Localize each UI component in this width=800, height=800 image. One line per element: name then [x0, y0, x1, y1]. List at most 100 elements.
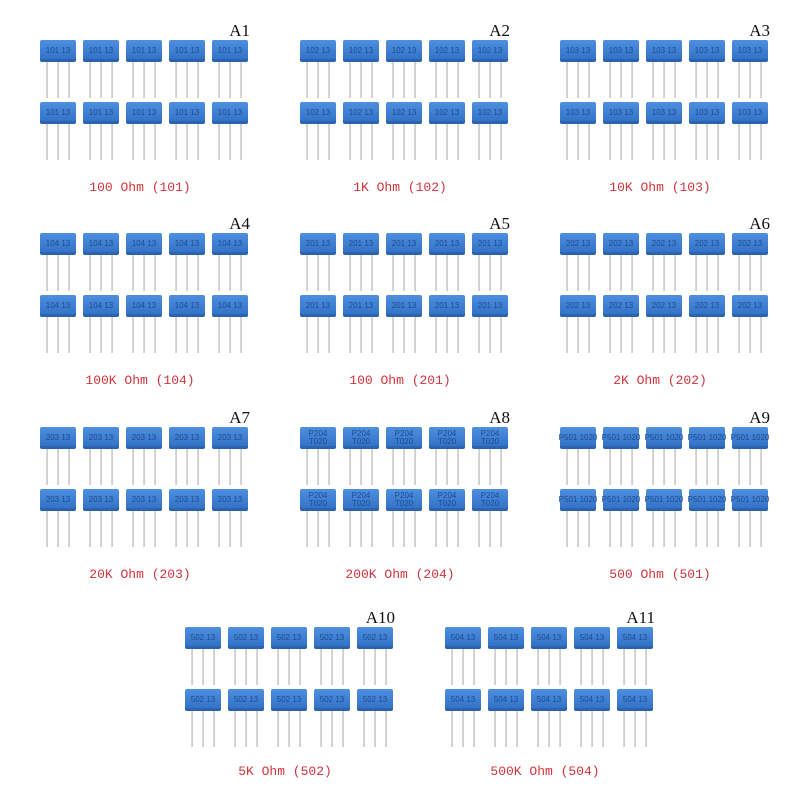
resistor-pin [191, 649, 193, 685]
resistor-pin [306, 62, 308, 98]
resistor-pin [738, 449, 740, 485]
panel-tag: A3 [749, 21, 770, 40]
resistor-pin [57, 449, 59, 485]
resistor-marking: 203 13 [40, 489, 76, 511]
resistor-pin [760, 511, 762, 547]
resistor-marking: 502 13 [314, 627, 350, 649]
resistor-marking: 203 13 [212, 489, 248, 511]
trimmer-resistor: 504 13 [531, 689, 567, 749]
resistor-pin [446, 511, 448, 547]
resistor-pin [446, 449, 448, 485]
resistor-pin [403, 255, 405, 291]
value-caption: 200K Ohm (204) [345, 567, 455, 582]
resistor-pin [435, 62, 437, 98]
resistor-marking: 502 13 [185, 627, 221, 649]
trimmer-resistor: 101 13 [126, 40, 162, 100]
resistor-marking: 202 13 [689, 295, 725, 317]
resistor-pin [154, 255, 156, 291]
resistor-marking: 203 13 [40, 427, 76, 449]
trimmer-resistor: P204 T020 [300, 427, 336, 487]
trimmer-resistor: P501 1020 [602, 427, 640, 487]
resistor-pin [371, 124, 373, 160]
value-caption: 10K Ohm (103) [609, 180, 711, 195]
resistor-marking: 101 13 [83, 40, 119, 62]
resistor-pin [537, 649, 539, 685]
resistor-marking: P204 T020 [472, 489, 508, 511]
resistor-pin [111, 62, 113, 98]
resistor-pin [645, 649, 647, 685]
resistor-pin [537, 711, 539, 747]
trimmer-resistor: 101 13 [40, 40, 76, 100]
resistor-marking: 201 13 [472, 233, 508, 255]
resistor-marking: 101 13 [83, 102, 119, 124]
resistor-pin [57, 124, 59, 160]
resistor-pin [489, 255, 491, 291]
resistor-pin [559, 711, 561, 747]
resistor-panel-a5: A5 201 13 201 13 201 13 201 13 201 13 201 13 20… [290, 214, 510, 398]
resistor-marking: 203 13 [83, 427, 119, 449]
panel-tag: A8 [489, 408, 510, 427]
resistor-marking: P501 1020 [602, 427, 640, 449]
resistor-marking: 103 13 [560, 40, 596, 62]
resistor-pin [609, 511, 611, 547]
trimmer-resistor: 203 13 [126, 489, 162, 549]
resistor-pin [663, 317, 665, 353]
trimmer-resistor: 201 13 [472, 233, 508, 293]
resistor-pin [695, 317, 697, 353]
resistor-marking: 101 13 [126, 40, 162, 62]
resistor-pin [111, 317, 113, 353]
resistor-pin [695, 449, 697, 485]
resistor-pin [478, 449, 480, 485]
resistor-marking: 202 13 [689, 233, 725, 255]
resistor-marking: 504 13 [617, 627, 653, 649]
trimmer-resistor: P501 1020 [559, 427, 597, 487]
resistor-pin [100, 317, 102, 353]
resistor-pin [218, 449, 220, 485]
resistor-marking: 201 13 [386, 233, 422, 255]
resistor-marking: 104 13 [40, 233, 76, 255]
resistor-marking: 102 13 [300, 102, 336, 124]
resistor-pin [68, 255, 70, 291]
trimmer-resistor: P501 1020 [688, 427, 726, 487]
resistor-pin [738, 62, 740, 98]
value-caption: 5K Ohm (502) [238, 764, 332, 779]
trimmer-resistor: 504 13 [574, 627, 610, 687]
resistor-pin [749, 317, 751, 353]
resistor-pin [371, 317, 373, 353]
resistor-pin [360, 317, 362, 353]
resistor-pin [478, 124, 480, 160]
resistor-pin [717, 511, 719, 547]
resistor-pin [760, 62, 762, 98]
trimmer-resistor: 502 13 [185, 689, 221, 749]
resistor-pin [548, 711, 550, 747]
resistor-pin [414, 62, 416, 98]
resistor-pin [320, 711, 322, 747]
resistor-pin [706, 449, 708, 485]
resistor-marking: 203 13 [83, 489, 119, 511]
resistor-pin [414, 255, 416, 291]
panel-tag: A7 [229, 408, 250, 427]
resistor-pin [457, 511, 459, 547]
trimmer-resistor: 103 13 [560, 40, 596, 100]
resistor-marking: 203 13 [126, 427, 162, 449]
resistor-pin [306, 255, 308, 291]
resistor-marking: 502 13 [271, 689, 307, 711]
resistor-marking: 102 13 [429, 102, 465, 124]
resistor-marking: P204 T020 [343, 427, 379, 449]
resistor-panel-a2: A2 102 13 102 13 102 13 102 13 102 13 102 13 10… [290, 21, 510, 205]
resistor-pin [446, 317, 448, 353]
value-caption: 2K Ohm (202) [613, 373, 707, 388]
resistor-marking: 504 13 [488, 627, 524, 649]
resistor-pin [435, 255, 437, 291]
resistor-pin [288, 649, 290, 685]
resistor-pin [652, 511, 654, 547]
resistor-pin [68, 449, 70, 485]
resistor-marking: 103 13 [603, 40, 639, 62]
resistor-pin [760, 255, 762, 291]
resistor-pin [100, 449, 102, 485]
trimmer-resistor: P204 T020 [386, 489, 422, 549]
trimmer-resistor: 203 13 [83, 489, 119, 549]
resistor-pin [500, 449, 502, 485]
resistor-pin [229, 255, 231, 291]
trimmer-resistor: 202 13 [560, 233, 596, 293]
